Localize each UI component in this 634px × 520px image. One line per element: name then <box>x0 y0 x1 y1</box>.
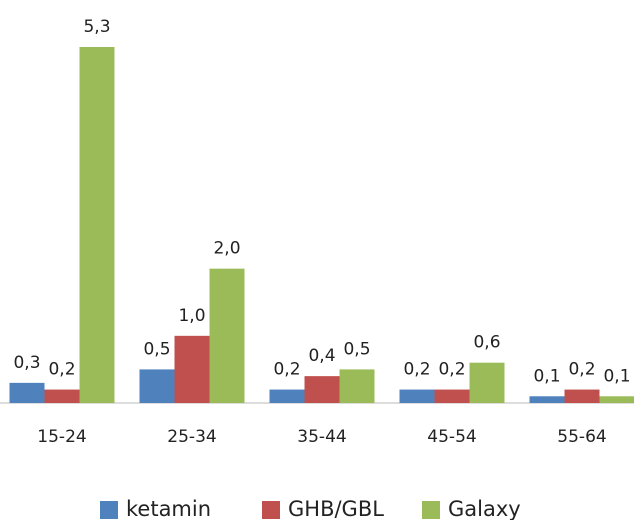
data-label: 0,2 <box>48 360 75 380</box>
bar <box>564 389 600 403</box>
x-tick-label: 35-44 <box>297 427 346 447</box>
bar <box>399 389 435 403</box>
data-label: 1,0 <box>178 306 205 326</box>
bar <box>434 389 470 403</box>
x-tick-label: 25-34 <box>167 427 216 447</box>
data-label: 2,0 <box>213 239 240 259</box>
data-label: 5,3 <box>83 17 110 37</box>
legend-swatch <box>100 501 118 519</box>
bar <box>44 389 80 403</box>
data-label: 0,4 <box>308 346 335 366</box>
bar <box>304 376 340 403</box>
legend-label: Galaxy <box>448 497 521 520</box>
x-tick-label: 45-54 <box>427 427 476 447</box>
bar <box>209 268 245 403</box>
bar <box>139 369 175 403</box>
data-label: 0,1 <box>533 366 560 386</box>
data-label: 0,2 <box>568 360 595 380</box>
data-label: 0,5 <box>343 339 370 359</box>
data-label: 0,1 <box>603 366 630 386</box>
data-label: 0,6 <box>473 333 500 353</box>
data-label: 0,2 <box>273 360 300 380</box>
x-tick-label: 55-64 <box>557 427 606 447</box>
legend-swatch <box>422 501 440 519</box>
legend: ketamin GHB/GBL Galaxy <box>100 497 521 520</box>
bar <box>9 382 45 403</box>
bar <box>469 362 505 403</box>
bar <box>599 396 634 403</box>
bar <box>269 389 305 403</box>
bar <box>529 396 565 403</box>
legend-label: GHB/GBL <box>288 497 384 520</box>
legend-swatch <box>262 501 280 519</box>
bar <box>339 369 375 403</box>
data-label: 0,2 <box>403 360 430 380</box>
data-label: 0,3 <box>13 353 40 373</box>
data-label: 0,2 <box>438 360 465 380</box>
bar <box>79 47 115 403</box>
bar <box>174 335 210 403</box>
data-label: 0,5 <box>143 339 170 359</box>
legend-label: ketamin <box>126 497 211 520</box>
x-tick-label: 15-24 <box>37 427 86 447</box>
